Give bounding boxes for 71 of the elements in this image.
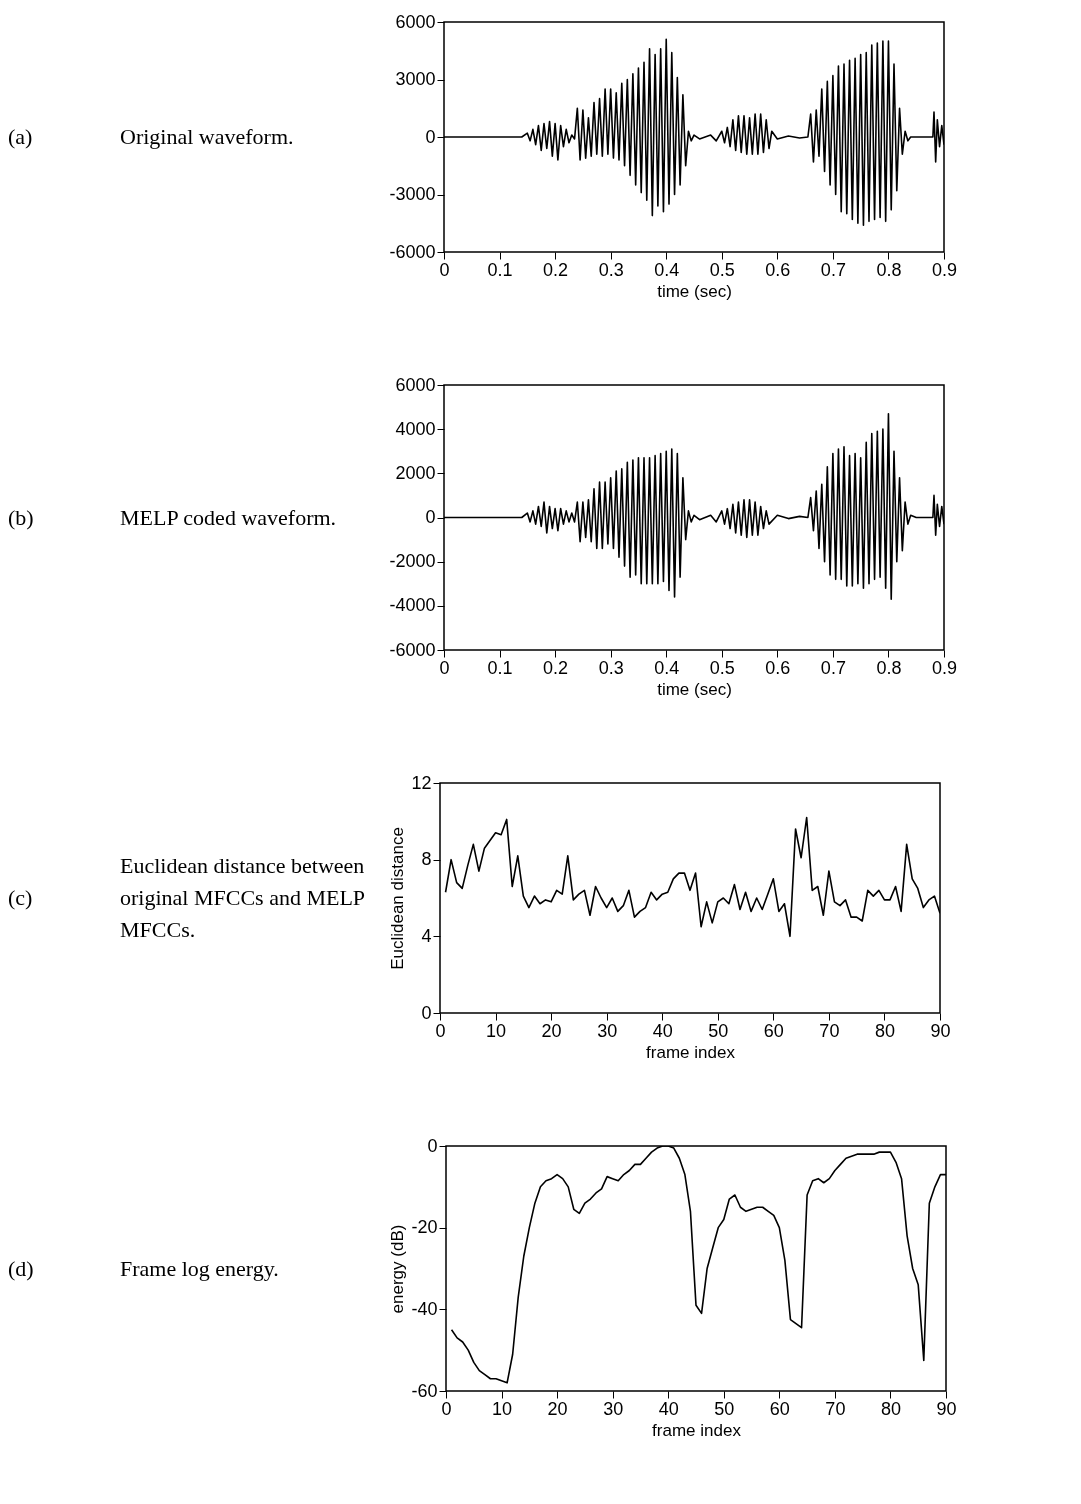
text: Original waveform. — [120, 124, 294, 149]
x-tick-label: 0.3 — [598, 259, 624, 280]
x-axis-title: frame index — [652, 1420, 742, 1440]
x-tick-label: 20 — [547, 1398, 568, 1419]
x-tick-label: 70 — [819, 1020, 840, 1041]
x-tick-label: 10 — [486, 1020, 507, 1041]
x-tick-label: 30 — [597, 1020, 618, 1041]
x-tick-label: 0.1 — [487, 259, 513, 280]
y-axis-title: energy (dB) — [388, 1224, 408, 1314]
x-tick-label: 0.8 — [876, 259, 902, 280]
x-tick-label: 0.4 — [654, 657, 680, 678]
x-tick-label: 10 — [492, 1398, 513, 1419]
x-tick-label: 90 — [936, 1398, 957, 1419]
x-tick-label: 0.5 — [709, 657, 735, 678]
x-tick-label: 0.8 — [876, 657, 902, 678]
text: (a) — [8, 124, 33, 149]
y-tick-label: 0 — [421, 1002, 432, 1023]
x-axis-title: time (sec) — [657, 281, 732, 301]
y-tick-label: 0 — [427, 1135, 438, 1156]
y-tick-label: -6000 — [389, 241, 436, 262]
x-tick-label: 0.3 — [598, 657, 624, 678]
y-tick-label: 6000 — [395, 374, 436, 395]
y-tick-label: -60 — [411, 1380, 438, 1401]
x-tick-label: 40 — [652, 1020, 673, 1041]
x-tick-label: 70 — [825, 1398, 846, 1419]
y-tick-label: -6000 — [389, 639, 436, 660]
y-tick-label: 2000 — [395, 462, 436, 483]
y-tick-label: 12 — [411, 772, 432, 793]
x-tick-label: 20 — [541, 1020, 562, 1041]
y-tick-label: 4000 — [395, 418, 436, 439]
x-tick-label: 50 — [708, 1020, 729, 1041]
y-tick-label: 8 — [421, 849, 432, 870]
x-tick-label: 90 — [930, 1020, 951, 1041]
y-axis-title: Euclidean distance — [388, 827, 408, 970]
text: (c) — [8, 885, 33, 910]
y-tick-label: -40 — [411, 1298, 438, 1319]
text: MELP coded waveform. — [120, 504, 337, 530]
y-tick-label: -3000 — [389, 184, 436, 204]
x-tick-label: 0.2 — [543, 657, 569, 678]
x-axis-title: time (sec) — [657, 679, 732, 699]
x-tick-label: 0.5 — [709, 259, 735, 280]
text: (b) — [8, 504, 34, 530]
x-tick-label: 60 — [763, 1020, 784, 1041]
x-tick-label: 0.6 — [765, 657, 791, 678]
y-tick-label: 3000 — [395, 69, 436, 89]
text: Frame log energy. — [120, 1255, 279, 1281]
x-axis-title: frame index — [646, 1042, 736, 1062]
x-tick-label: 0.6 — [765, 259, 791, 280]
y-tick-label: 4 — [421, 925, 432, 946]
text: (d) — [8, 1255, 34, 1281]
x-tick-label: 80 — [880, 1398, 901, 1419]
y-tick-label: -4000 — [389, 595, 436, 616]
x-tick-label: 0.9 — [931, 259, 958, 280]
x-tick-label: 0.9 — [931, 657, 958, 678]
x-tick-label: 0.1 — [487, 657, 513, 678]
x-tick-label: 0.2 — [543, 259, 569, 280]
x-tick-label: 0 — [441, 1398, 452, 1419]
y-tick-label: 0 — [425, 507, 436, 527]
x-tick-label: 40 — [658, 1398, 679, 1419]
x-tick-label: 0.4 — [654, 259, 680, 280]
y-tick-label: 6000 — [395, 11, 436, 32]
y-tick-label: -20 — [411, 1217, 438, 1238]
text: Euclidean distance between original MFCCs and MELP MFCCs. — [120, 853, 366, 942]
x-tick-label: 0.7 — [820, 657, 846, 678]
x-tick-label: 80 — [874, 1020, 895, 1041]
x-tick-label: 50 — [714, 1398, 735, 1419]
x-tick-label: 30 — [603, 1398, 624, 1419]
y-tick-label: -2000 — [389, 551, 436, 572]
x-tick-label: 60 — [769, 1398, 790, 1419]
x-tick-label: 0.7 — [820, 259, 846, 280]
y-tick-label: 0 — [425, 126, 436, 147]
